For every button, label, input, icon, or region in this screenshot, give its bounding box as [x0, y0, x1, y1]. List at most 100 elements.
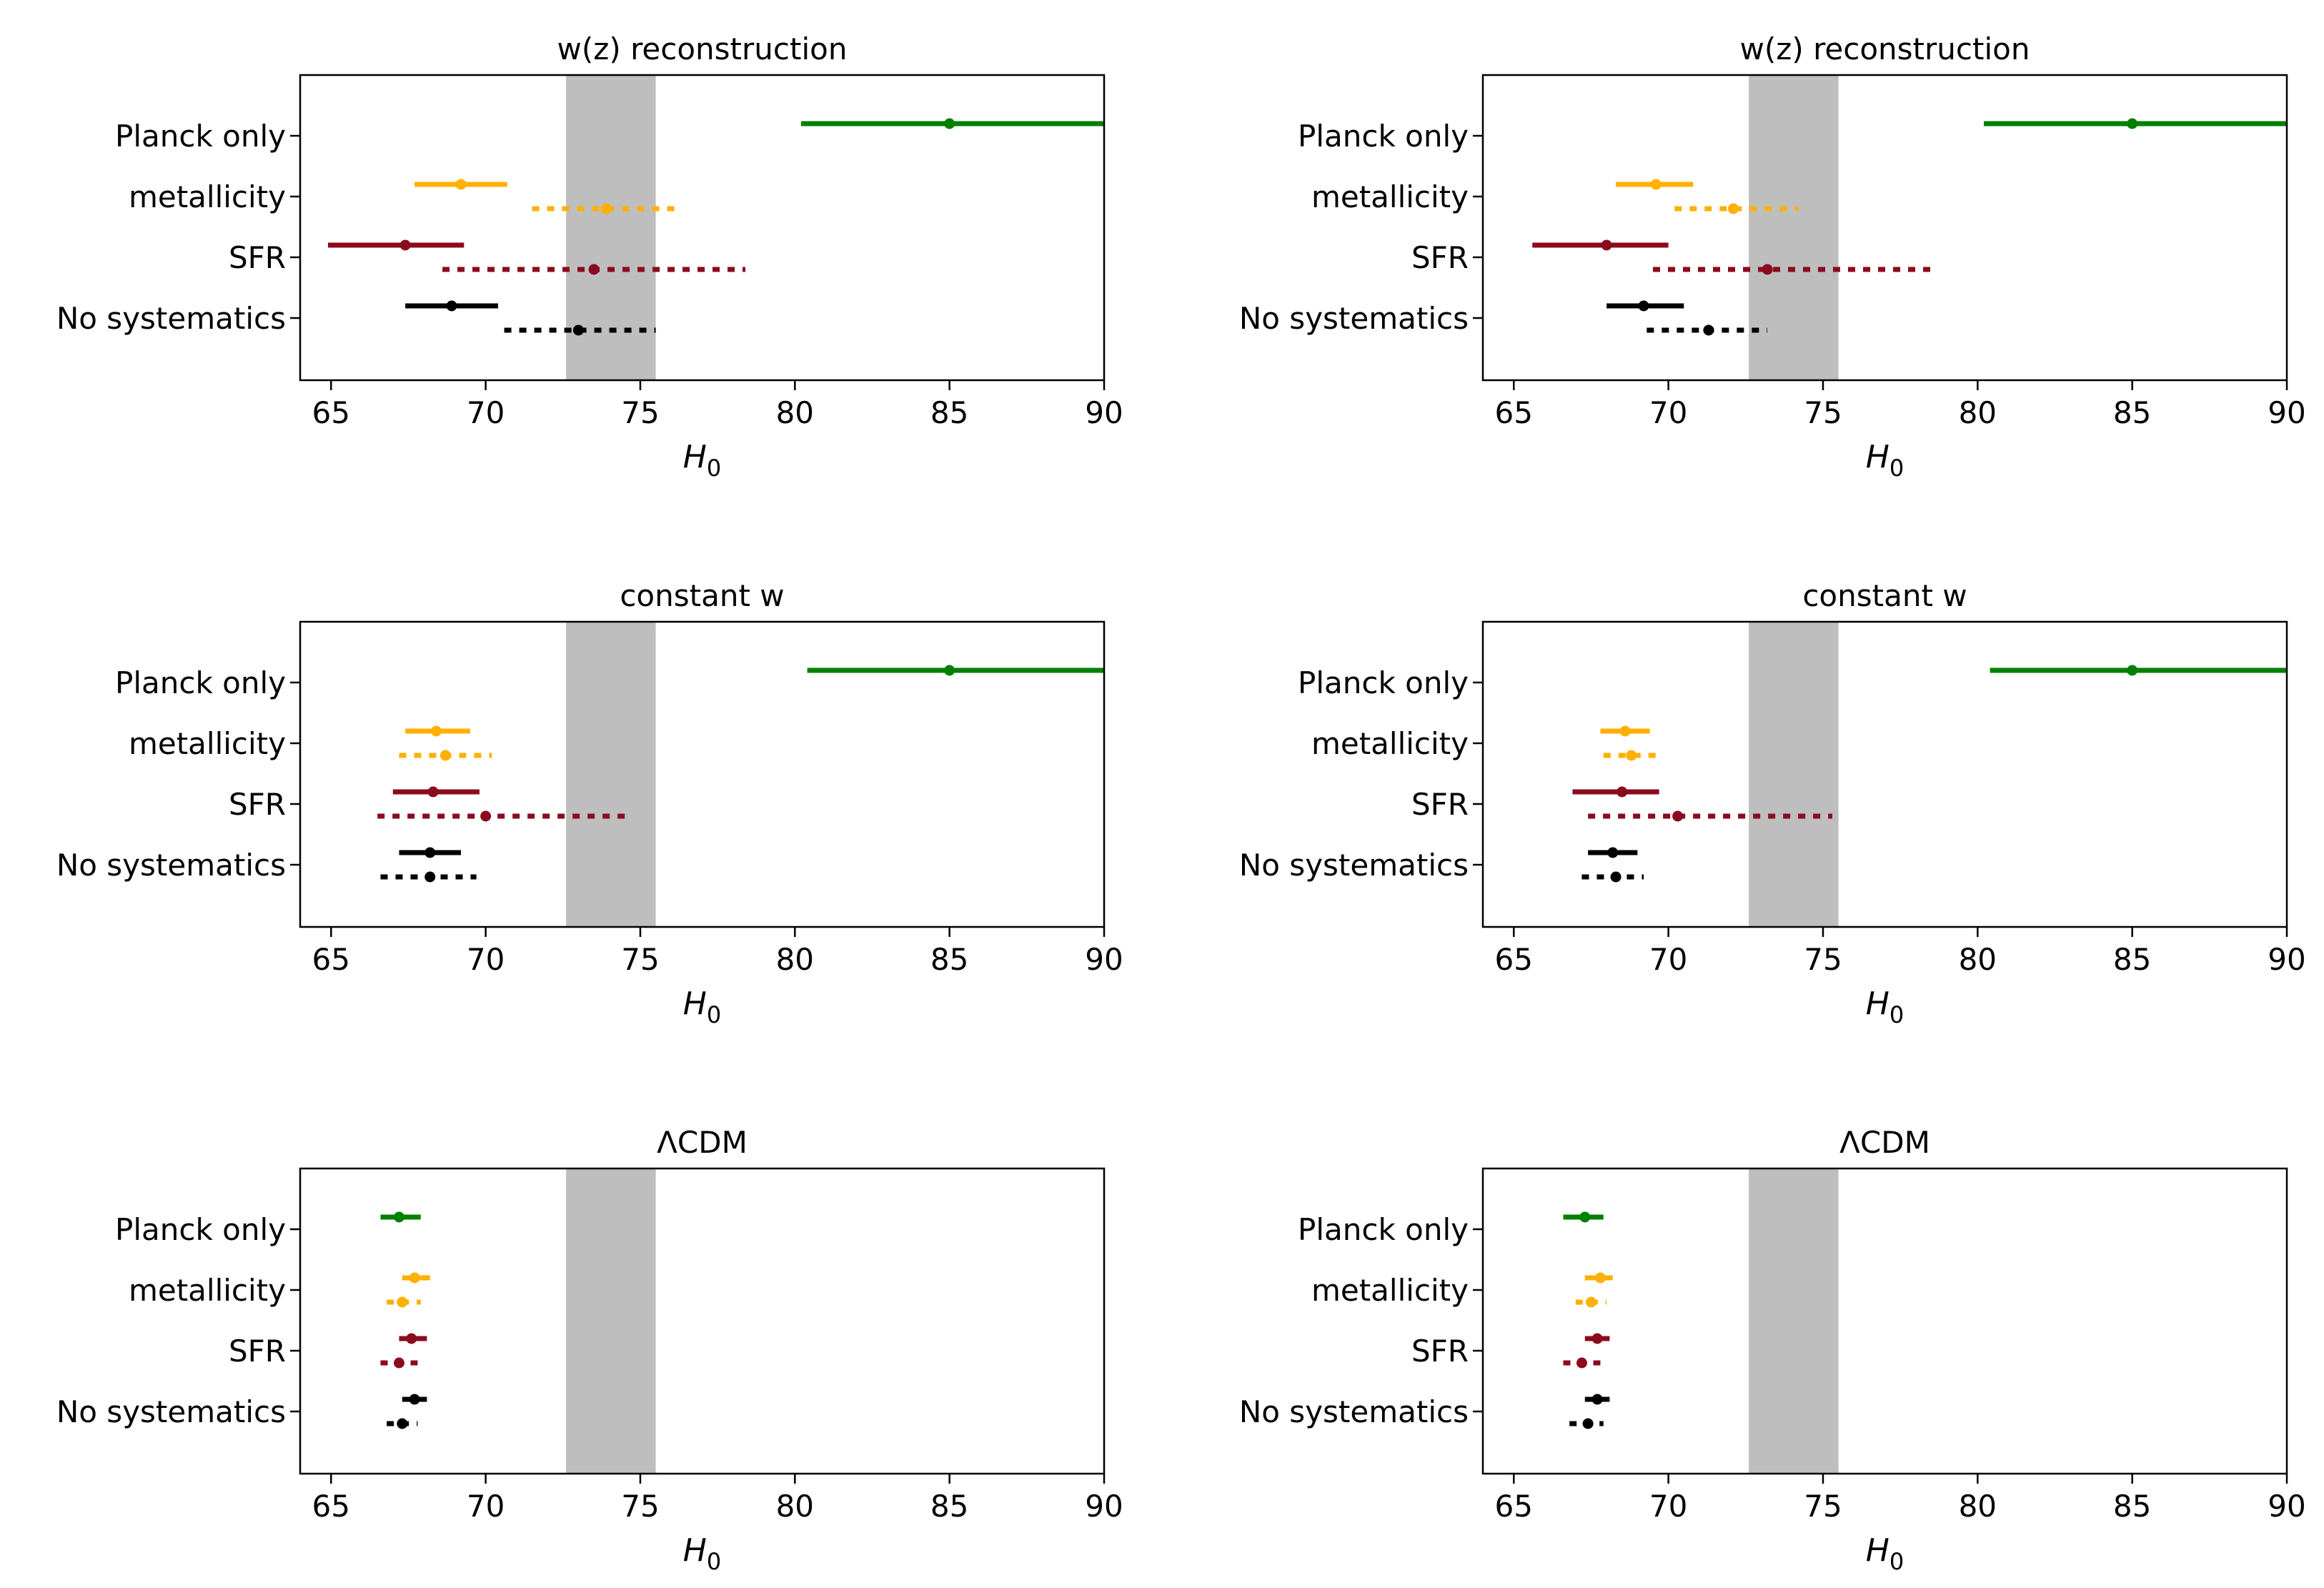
- data-point: [1650, 179, 1662, 190]
- data-point: [427, 786, 439, 798]
- x-tick-label: 70: [1649, 942, 1687, 977]
- data-point: [1594, 1272, 1606, 1284]
- x-tick-label: 65: [1495, 1489, 1533, 1524]
- data-point: [1585, 1296, 1596, 1308]
- x-tick-label: 75: [621, 1489, 659, 1524]
- x-axis-label: H0: [683, 1532, 721, 1575]
- data-point: [1727, 203, 1739, 214]
- x-tick-label: 80: [776, 942, 814, 977]
- x-tick-label: 70: [1649, 395, 1687, 430]
- data-point: [424, 847, 436, 858]
- chart-title: w(z) reconstruction: [557, 31, 848, 66]
- x-tick-label: 85: [930, 1489, 968, 1524]
- x-tick-label: 85: [930, 395, 968, 430]
- x-tick-label: 65: [312, 942, 350, 977]
- x-axis-label: H0: [1866, 1532, 1904, 1575]
- x-tick-label: 65: [312, 1489, 350, 1524]
- x-tick-label: 70: [467, 1489, 505, 1524]
- y-tick-label: Planck only: [1298, 119, 1469, 154]
- x-tick-label: 70: [1649, 1489, 1687, 1524]
- chart-title: constant w: [1802, 578, 1967, 613]
- x-tick-label: 85: [2113, 395, 2151, 430]
- shaded-band: [1749, 75, 1839, 380]
- x-tick-label: 75: [621, 942, 659, 977]
- x-tick-label: 80: [1959, 942, 1997, 977]
- x-tick-label: 90: [1085, 942, 1123, 977]
- y-tick-label: SFR: [229, 1334, 286, 1369]
- shaded-band: [566, 622, 656, 927]
- data-point: [399, 239, 411, 251]
- y-tick-label: Planck only: [115, 119, 286, 154]
- series-group: [1563, 1211, 1613, 1429]
- plot-frame: [1481, 1167, 2288, 1475]
- x-tick-label: 90: [1085, 1489, 1123, 1524]
- x-tick-label: 90: [2268, 395, 2305, 430]
- x-axis-label: H0: [683, 439, 721, 482]
- data-point: [1619, 725, 1631, 737]
- data-point: [430, 725, 442, 737]
- data-point: [1610, 871, 1622, 883]
- y-tick-label: Planck only: [115, 665, 286, 700]
- y-tick-label: SFR: [1411, 1334, 1469, 1369]
- y-tick-label: SFR: [1411, 787, 1469, 822]
- plot-frame: [299, 620, 1106, 928]
- data-point: [1626, 750, 1637, 761]
- x-tick-label: 90: [2268, 1489, 2305, 1524]
- x-axis-label: H0: [1866, 986, 1904, 1028]
- chart-panel-5: ΛCDM Planck only metallicity SFR No systemat…: [56, 1125, 1123, 1575]
- data-point: [1672, 810, 1684, 822]
- x-tick-label: 70: [467, 942, 505, 977]
- y-tick-label: metallicity: [129, 726, 286, 761]
- series-group: [1572, 665, 2287, 883]
- data-point: [409, 1394, 420, 1405]
- data-point: [1591, 1333, 1603, 1344]
- shaded-band: [566, 1168, 656, 1474]
- chart-title: ΛCDM: [657, 1125, 748, 1160]
- data-point: [440, 750, 451, 761]
- data-point: [1762, 264, 1773, 275]
- x-axis-label: H0: [1866, 439, 1904, 482]
- data-point: [572, 324, 584, 336]
- x-tick-label: 90: [1085, 395, 1123, 430]
- data-point: [944, 665, 955, 676]
- data-point: [424, 871, 436, 883]
- chart-title: w(z) reconstruction: [1740, 31, 2030, 66]
- data-point: [397, 1418, 408, 1429]
- y-tick-label: SFR: [229, 787, 286, 822]
- y-tick-label: metallicity: [1311, 1273, 1469, 1308]
- plot-frame: [1481, 620, 2288, 928]
- chart-panel-3: constant w Planck only metallicity SFR No sy…: [56, 578, 1123, 1028]
- y-tick-label: No systematics: [56, 301, 286, 336]
- x-tick-label: 75: [621, 395, 659, 430]
- chart-title: ΛCDM: [1839, 1125, 1930, 1160]
- data-point: [393, 1211, 404, 1223]
- x-tick-label: 65: [312, 395, 350, 430]
- x-tick-label: 85: [930, 942, 968, 977]
- data-point: [1576, 1357, 1587, 1369]
- y-tick-label: metallicity: [1311, 726, 1469, 761]
- data-point: [1601, 239, 1612, 251]
- y-tick-label: No systematics: [1239, 848, 1469, 883]
- data-point: [2127, 665, 2138, 676]
- x-tick-label: 90: [2268, 942, 2305, 977]
- x-tick-label: 80: [1959, 1489, 1997, 1524]
- data-point: [397, 1296, 408, 1308]
- y-tick-label: Planck only: [1298, 665, 1469, 700]
- data-point: [1579, 1211, 1591, 1223]
- data-point: [446, 300, 457, 312]
- data-point: [1617, 786, 1628, 798]
- data-point: [1582, 1418, 1594, 1429]
- data-point: [409, 1272, 420, 1284]
- chart-panel-1: w(z) reconstruction Planck only metallicit…: [56, 31, 1123, 482]
- y-tick-label: No systematics: [56, 848, 286, 883]
- y-tick-label: SFR: [1411, 240, 1469, 275]
- y-tick-label: No systematics: [56, 1394, 286, 1429]
- y-tick-label: metallicity: [129, 1273, 286, 1308]
- plot-frame: [1481, 74, 2288, 382]
- x-tick-label: 80: [1959, 395, 1997, 430]
- chart-title: constant w: [620, 578, 784, 613]
- data-point: [2127, 118, 2138, 129]
- data-point: [1591, 1394, 1603, 1405]
- x-tick-label: 80: [776, 395, 814, 430]
- data-point: [588, 264, 600, 275]
